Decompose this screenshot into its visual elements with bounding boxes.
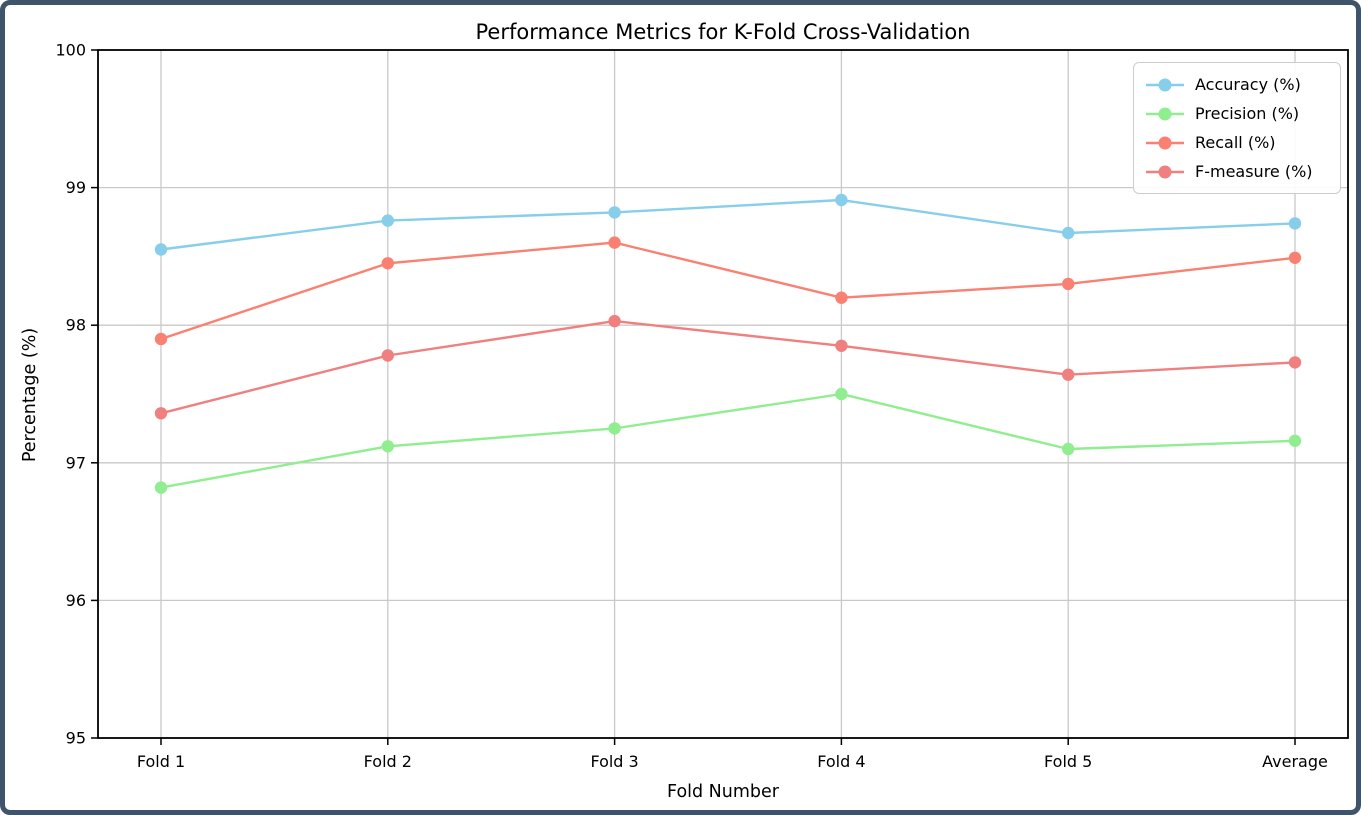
chart-title: Performance Metrics for K-Fold Cross-Val…	[476, 20, 971, 44]
legend-item-f-measure: F-measure (%)	[1144, 157, 1330, 186]
data-point-recall	[1288, 251, 1302, 264]
data-point-f-measure	[1288, 356, 1302, 369]
x-tick-label: Fold 5	[1044, 752, 1092, 771]
legend-marker-icon	[1146, 165, 1184, 178]
data-point-accuracy	[154, 243, 168, 256]
legend-label: Recall (%)	[1195, 133, 1276, 152]
data-point-recall	[154, 332, 168, 346]
data-point-f-measure	[154, 407, 168, 420]
data-point-f-measure	[381, 349, 394, 362]
y-tick-label: 95	[66, 729, 86, 748]
data-point-precision	[835, 387, 848, 401]
data-point-precision	[1288, 434, 1302, 447]
data-point-precision	[608, 422, 621, 435]
legend-label: F-measure (%)	[1195, 162, 1313, 181]
data-point-precision	[154, 481, 168, 494]
legend-marker-icon	[1146, 78, 1184, 91]
data-point-recall	[1062, 277, 1075, 291]
x-tick-label: Fold 3	[590, 752, 638, 771]
legend-dot	[1158, 78, 1172, 91]
axis-ticks: 95 96 97 98 99 100 Fold 1 Fold 2 Fold 3 Fold 4 Fol…	[55, 41, 1327, 772]
y-tick-label: 96	[66, 591, 86, 610]
series-layer	[154, 193, 1302, 494]
legend-item-recall: Recall (%)	[1144, 128, 1330, 157]
data-point-accuracy	[1288, 217, 1302, 230]
data-point-f-measure	[1062, 368, 1075, 381]
data-point-f-measure	[835, 339, 848, 352]
data-point-accuracy	[1062, 226, 1075, 240]
y-tick-label: 100	[55, 41, 86, 60]
legend-marker-icon	[1146, 136, 1184, 149]
axes-spines	[97, 49, 1349, 739]
series-line-recall	[159, 241, 1297, 341]
data-point-recall	[381, 257, 394, 270]
legend-dot	[1158, 165, 1172, 178]
legend: Accuracy (%) Precision (%) Recall (%) F-mea…	[1133, 62, 1341, 194]
legend-item-accuracy: Accuracy (%)	[1144, 70, 1330, 99]
y-tick-label: 99	[66, 178, 86, 197]
x-axis-label: Fold Number	[667, 782, 780, 802]
legend-dot	[1158, 136, 1172, 149]
series-line-accuracy	[159, 198, 1297, 251]
legend-item-precision: Precision (%)	[1144, 99, 1330, 128]
x-tick-label: Fold 2	[364, 752, 412, 771]
y-tick-label: 97	[66, 453, 86, 472]
legend-marker-icon	[1146, 107, 1184, 120]
series-line-f-measure	[159, 319, 1297, 415]
data-point-recall	[608, 236, 621, 249]
data-point-accuracy	[608, 206, 621, 219]
data-point-precision	[381, 440, 394, 453]
data-point-accuracy	[835, 193, 848, 207]
legend-label: Precision (%)	[1195, 104, 1300, 123]
data-point-precision	[1062, 442, 1075, 456]
x-tick-label: Average	[1262, 752, 1328, 771]
series-line-precision	[159, 392, 1297, 489]
y-tick-label: 98	[66, 316, 86, 335]
x-tick-label: Fold 4	[817, 752, 865, 771]
data-point-accuracy	[381, 214, 394, 227]
data-point-recall	[835, 291, 848, 304]
data-point-f-measure	[608, 314, 621, 328]
y-axis-label: Percentage (%)	[20, 328, 40, 462]
legend-dot	[1158, 107, 1172, 120]
x-tick-label: Fold 1	[137, 752, 185, 771]
legend-label: Accuracy (%)	[1195, 75, 1301, 94]
